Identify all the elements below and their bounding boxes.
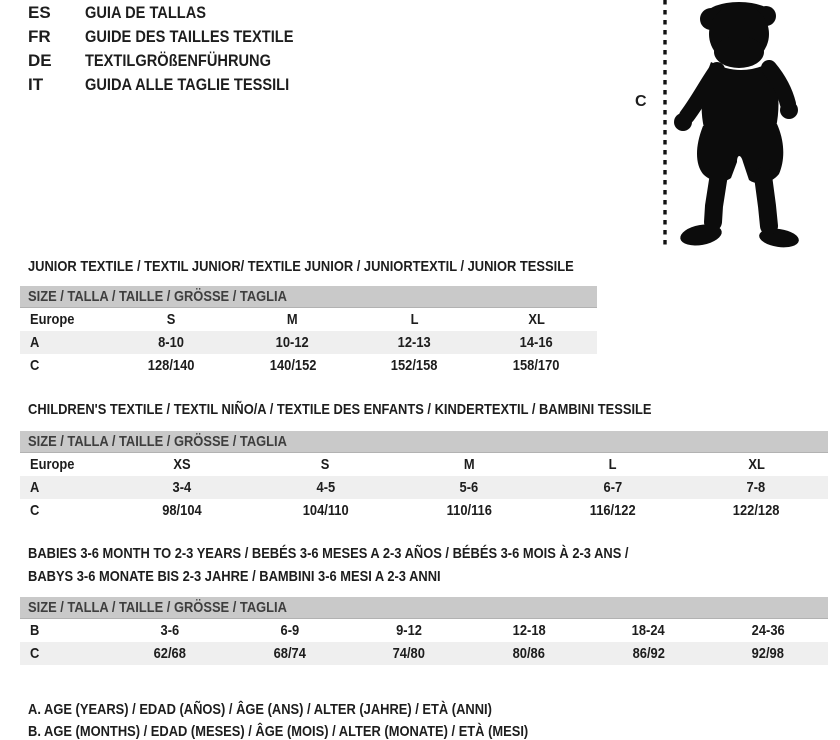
size-cell: 9-12 [396,622,423,639]
size-cell: 116/122 [589,502,636,519]
language-title: TEXTILGRÖßENFÜHRUNG [85,51,272,70]
language-row-it: IT GUIDA ALLE TAGLIE TESSILI [28,73,327,97]
size-cell: XS [173,456,191,473]
junior-size-table: SIZE / TALLA / TAILLE / GRÖSSE / TAGLIA … [20,286,597,377]
language-code: IT [28,75,44,94]
size-cell: XL [527,311,545,328]
size-cell: 8-10 [157,334,184,351]
row-label: Europe [30,311,75,328]
size-cell: 128/140 [147,357,195,374]
child-silhouette-icon [663,0,799,248]
size-cell: 140/152 [269,357,316,374]
table-row: C 62/68 68/74 74/80 80/86 86/92 92/98 [20,642,828,665]
section-title-children: CHILDREN'S TEXTILE / TEXTIL NIÑO/A / TEX… [28,401,652,418]
size-cell: 74/80 [393,645,426,662]
table-row: C 128/140 140/152 152/158 158/170 [20,354,597,377]
section-title-babies: BABIES 3-6 MONTH TO 2-3 YEARS / BEBÉS 3-… [28,545,629,585]
size-cell: 12-18 [512,622,546,639]
language-title: GUIDE DES TAILLES TEXTILE [85,27,294,46]
size-cell: 68/74 [273,645,306,662]
child-silhouette-legs [704,165,778,235]
footnote-age-years: A. AGE (YEARS) / EDAD (AÑOS) / ÂGE (ANS)… [28,701,492,718]
size-cell: 86/92 [632,645,665,662]
size-cell: 3-4 [172,479,192,496]
size-cell: 122/128 [732,502,780,519]
table-row: A 8-10 10-12 12-13 14-16 [20,331,597,354]
table-row: C 98/104 104/110 110/116 116/122 122/128 [20,499,828,522]
size-cell: 104/110 [302,502,349,519]
size-cell: 92/98 [752,645,785,662]
language-title: GUIA DE TALLAS [85,3,207,22]
size-cell: 80/86 [512,645,545,662]
size-cell: 98/104 [162,502,202,519]
child-silhouette-body [674,2,799,248]
table-row: B 3-6 6-9 9-12 12-18 18-24 24-36 [20,619,828,642]
language-row-de: DE TEXTILGRÖßENFÜHRUNG [28,49,327,73]
language-code: ES [28,3,51,22]
children-size-table: SIZE / TALLA / TAILLE / GRÖSSE / TAGLIA … [20,431,828,522]
size-cell: 10-12 [276,334,310,351]
size-cell: L [410,311,419,328]
size-cell: 6-7 [603,479,622,496]
size-cell: 7-8 [746,479,766,496]
row-label: Europe [30,456,75,473]
size-cell: 14-16 [519,334,553,351]
section-title-junior: JUNIOR TEXTILE / TEXTIL JUNIOR/ TEXTILE … [28,258,574,275]
language-title-list: ES GUIA DE TALLAS FR GUIDE DES TAILLES T… [28,1,327,97]
child-figure: C [625,0,840,252]
row-label: B [30,622,40,639]
size-cell: M [463,456,475,473]
size-header-bar: SIZE / TALLA / TAILLE / GRÖSSE / TAGLIA [20,286,597,308]
language-row-fr: FR GUIDE DES TAILLES TEXTILE [28,25,327,49]
language-code: DE [28,51,52,70]
table-row: A 3-4 4-5 5-6 6-7 7-8 [20,476,828,499]
row-label: C [30,645,40,662]
size-cell: 110/116 [446,502,492,519]
row-label: A [30,334,40,351]
height-marker-label: C [635,93,647,110]
size-cell: 5-6 [459,479,479,496]
size-cell: L [608,456,617,473]
row-label: C [30,502,40,519]
size-cell: 12-13 [397,334,431,351]
size-cell: XL [747,456,765,473]
size-cell: M [287,311,298,328]
size-cell: 24-36 [751,622,785,639]
babies-size-table: SIZE / TALLA / TAILLE / GRÖSSE / TAGLIA … [20,597,828,665]
footnote-age-months: B. AGE (MONTHS) / EDAD (MESES) / ÂGE (MO… [28,723,529,740]
size-cell: 6-9 [280,622,299,639]
size-cell: 62/68 [153,645,186,662]
size-cell: 18-24 [632,622,666,639]
language-code: FR [28,27,51,46]
table-row: Europe XS S M L XL [20,453,828,476]
size-header-bar: SIZE / TALLA / TAILLE / GRÖSSE / TAGLIA [20,431,828,453]
language-title: GUIDA ALLE TAGLIE TESSILI [85,75,290,94]
size-cell: S [321,456,330,473]
row-label: A [30,479,40,496]
language-row-es: ES GUIA DE TALLAS [28,1,327,25]
size-cell: 4-5 [316,479,335,496]
size-cell: 152/158 [391,357,438,374]
table-row: Europe S M L XL [20,308,597,331]
child-silhouette-arms [679,60,796,124]
size-cell: 3-6 [160,622,180,639]
size-cell: S [166,311,176,328]
size-cell: 158/170 [512,357,560,374]
size-header-bar: SIZE / TALLA / TAILLE / GRÖSSE / TAGLIA [20,597,828,619]
row-label: C [30,357,40,374]
